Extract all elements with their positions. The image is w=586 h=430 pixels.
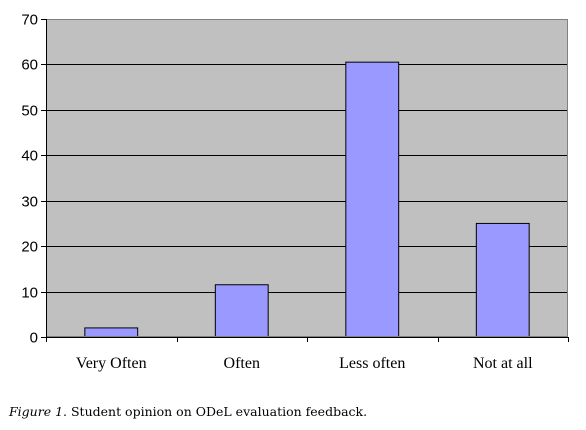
axes	[41, 19, 569, 342]
y-tick-label: 60	[21, 57, 38, 74]
bar-less-often	[345, 61, 400, 338]
bar-chart: 0 10 20 30 40 50 60 70 Very Often Often Less ofte…	[21, 12, 569, 372]
figure-caption-label: Figure 1	[9, 404, 64, 419]
bar-not-at-all	[475, 222, 530, 338]
x-tick-label: Very Often	[76, 355, 147, 372]
x-tick-label: Often	[224, 355, 260, 372]
y-tick-label: 30	[21, 194, 38, 211]
figure-caption-text: . Student opinion on ODeL evaluation fee…	[63, 404, 368, 419]
bar-very-often	[84, 327, 139, 338]
y-tick-label: 20	[21, 239, 38, 256]
figure-caption: Figure 1. Student opinion on ODeL evalua…	[9, 404, 367, 419]
y-tick-label: 10	[21, 285, 38, 302]
x-tick-label: Not at all	[473, 355, 533, 372]
y-tick-label: 50	[21, 103, 38, 120]
y-tick-labels: 0 10 20 30 40 50 60 70	[21, 12, 38, 347]
y-tick-label: 0	[30, 330, 38, 347]
y-tick-label: 40	[21, 148, 38, 165]
x-tick-labels: Very Often Often Less often Not at all	[76, 355, 533, 372]
bar-often	[214, 284, 269, 338]
y-tick-label: 70	[21, 12, 38, 29]
x-tick-label: Less often	[339, 355, 405, 372]
bars	[84, 61, 530, 338]
